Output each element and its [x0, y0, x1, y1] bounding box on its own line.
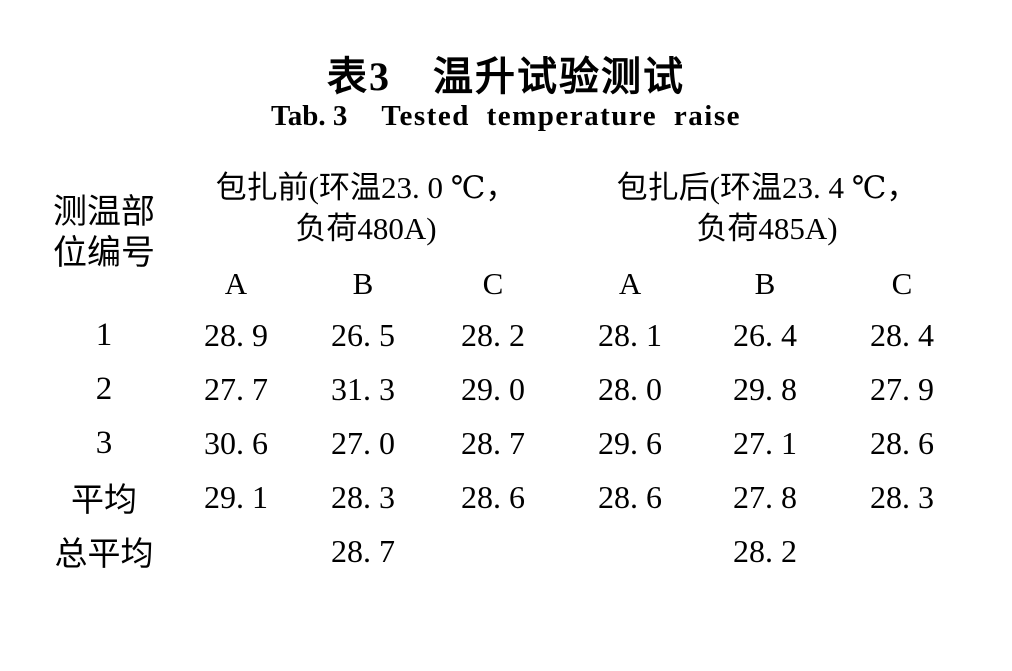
table-cell: 28. 6 — [461, 478, 525, 515]
table-row: 2 27. 7 31. 3 29. 0 28. 0 29. 8 27. 9 — [35, 362, 975, 416]
table-cell: 29. 6 — [598, 424, 663, 461]
table-cell: 28. 7 — [461, 424, 525, 461]
table-cell: 26. 4 — [733, 316, 798, 353]
table-cell — [559, 524, 701, 578]
table-cell: 26. 5 — [331, 316, 395, 353]
table-cell: 27. 0 — [331, 424, 395, 461]
group-header-after: 包扎后(环温23. 4 ℃， 负荷485A) — [559, 158, 975, 260]
group-after-line1: 包扎后(环温23. 4 ℃， — [616, 170, 918, 206]
table-cell: 31. 3 — [331, 370, 395, 407]
subcolumn-header-row: A B C A B C — [35, 260, 975, 308]
table-title-en: Tab. 3 Tested temperature raise — [0, 100, 1012, 133]
table-cell: 27. 7 — [204, 370, 268, 407]
table-cell: 27. 9 — [870, 370, 935, 407]
table-cell — [173, 524, 299, 578]
row-label: 2 — [95, 370, 113, 407]
row-label: 平均 — [71, 483, 137, 519]
table-title-zh: 表3 温升试验测试 — [327, 54, 685, 99]
table-row: 1 28. 9 26. 5 28. 2 28. 1 26. 4 28. 4 — [35, 308, 975, 362]
table-cell: 28. 1 — [598, 316, 663, 353]
subcol-before-B: B — [352, 266, 374, 301]
subcol-after-B: B — [754, 266, 776, 301]
table-number-label: Tab. 3 — [271, 100, 348, 132]
group-before-line1: 包扎前(环温23. 0 ℃， — [215, 170, 517, 206]
table-row-average: 平均 29. 1 28. 3 28. 6 28. 6 27. 8 28. 3 — [35, 470, 975, 524]
row-header-line1: 测温部 — [53, 193, 155, 231]
table-cell: 28. 2 — [461, 316, 525, 353]
table-cell: 28. 3 — [331, 478, 395, 515]
row-header-line2: 位编号 — [53, 235, 155, 272]
row-label: 1 — [95, 316, 113, 353]
table-cell: 30. 6 — [204, 424, 268, 461]
table-cell: 29. 1 — [204, 478, 268, 515]
table-cell: 29. 0 — [461, 370, 525, 407]
table-row: 3 30. 6 27. 0 28. 7 29. 6 27. 1 28. 6 — [35, 416, 975, 470]
group-header-row: 测温部 位编号 包扎前(环温23. 0 ℃， 负荷480A) 包扎后(环温23.… — [35, 158, 975, 272]
row-label: 总平均 — [54, 537, 154, 573]
table-cell: 28. 4 — [870, 316, 935, 353]
table-cell: 28. 7 — [331, 532, 395, 569]
table-row-total-average: 总平均 28. 7 28. 2 — [35, 524, 975, 578]
group-after-line2: 负荷485A) — [696, 211, 838, 246]
subcol-before-C: C — [482, 266, 504, 301]
subcol-before-A: A — [224, 266, 248, 301]
subcol-after-A: A — [618, 266, 642, 301]
table-cell: 27. 8 — [733, 478, 798, 515]
group-header-before: 包扎前(环温23. 0 ℃， 负荷480A) — [173, 158, 559, 260]
table-cell — [829, 524, 975, 578]
table-cell: 28. 3 — [870, 478, 935, 515]
row-header-cell: 测温部 位编号 — [35, 158, 173, 308]
table-cell: 27. 1 — [733, 424, 798, 461]
table-title-en-text: Tested temperature raise — [381, 100, 741, 132]
temperature-rise-table: 测温部 位编号 包扎前(环温23. 0 ℃， 负荷480A) 包扎后(环温23.… — [35, 158, 975, 578]
subcol-after-C: C — [891, 266, 913, 301]
table-cell: 28. 6 — [598, 478, 663, 515]
table-cell — [427, 524, 559, 578]
table-cell: 29. 8 — [733, 370, 798, 407]
table-cell: 28. 9 — [204, 316, 268, 353]
table-cell: 28. 2 — [733, 532, 798, 569]
table-cell: 28. 6 — [870, 424, 935, 461]
table-cell: 28. 0 — [598, 370, 663, 407]
group-before-line2: 负荷480A) — [295, 211, 437, 246]
row-label: 3 — [95, 424, 113, 461]
